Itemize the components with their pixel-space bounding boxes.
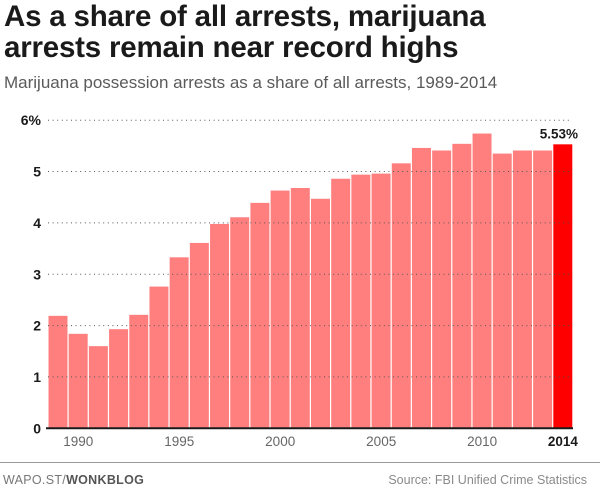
x-tick-label-2010: 2010 [467, 434, 497, 449]
bar-2000 [270, 190, 290, 429]
bar-2008 [432, 150, 452, 429]
bar-1989 [48, 315, 68, 429]
x-tick-label-2000: 2000 [265, 434, 295, 449]
bar-chart: 0 1 2 3 4 5 6% 1990 1995 2000 2005 2010 2014 5.53% [21, 112, 579, 449]
bar-1996 [189, 242, 209, 429]
x-tick-label-2005: 2005 [366, 434, 396, 449]
title-line-1: As a share of all arrests, marijuana [4, 0, 486, 33]
bar-1992 [109, 329, 129, 429]
x-tick-label-1995: 1995 [164, 434, 194, 449]
footer-credit[interactable]: WAPO.ST/WONKBLOG [3, 473, 144, 487]
bars [48, 133, 573, 429]
bar-2002 [311, 198, 330, 429]
bar-2004 [351, 174, 371, 429]
bar-1990 [68, 333, 88, 429]
bar-2010 [472, 133, 492, 429]
bar-1991 [88, 346, 108, 429]
highlight-data-label: 5.53% [540, 126, 578, 141]
bar-2003 [331, 178, 351, 429]
footer-source: Source: FBI Unified Crime Statistics [388, 473, 587, 487]
bar-2007 [411, 147, 431, 429]
x-tick-label-1990: 1990 [63, 434, 93, 449]
y-tick-label: 4 [33, 215, 41, 231]
bar-1994 [149, 286, 169, 429]
bar-1998 [230, 217, 250, 429]
chart-title: As a share of all arrests, marijuana arre… [4, 1, 600, 63]
bar-2006 [391, 163, 411, 429]
footer-site-section: WONKBLOG [66, 473, 145, 487]
title-line-2: arrests remain near record highs [4, 31, 459, 64]
footer-divider [0, 462, 600, 463]
y-tick-label: 3 [33, 266, 41, 282]
bar-1993 [129, 314, 149, 429]
y-axis-ticks: 0 1 2 3 4 5 6% [21, 112, 42, 436]
y-tick-label: 1 [33, 369, 41, 385]
bar-2014 [553, 144, 573, 429]
bar-2009 [452, 143, 472, 429]
y-tick-label: 0 [33, 420, 41, 436]
bar-2013 [533, 150, 553, 429]
bar-2001 [290, 187, 310, 429]
bar-2005 [371, 173, 391, 429]
bar-1999 [250, 202, 270, 429]
footer-site-prefix: WAPO.ST/ [3, 473, 67, 487]
bar-1997 [210, 223, 230, 429]
chart-subtitle: Marijuana possession arrests as a share … [4, 73, 498, 92]
y-tick-label: 6% [21, 112, 42, 128]
bar-1995 [169, 257, 189, 429]
bar-2011 [492, 153, 512, 429]
x-tick-label-2014: 2014 [548, 434, 579, 449]
bar-2012 [512, 150, 532, 429]
y-tick-label: 5 [33, 164, 41, 180]
y-tick-label: 2 [33, 318, 41, 334]
x-axis-ticks: 1990 1995 2000 2005 2010 2014 [63, 434, 578, 449]
